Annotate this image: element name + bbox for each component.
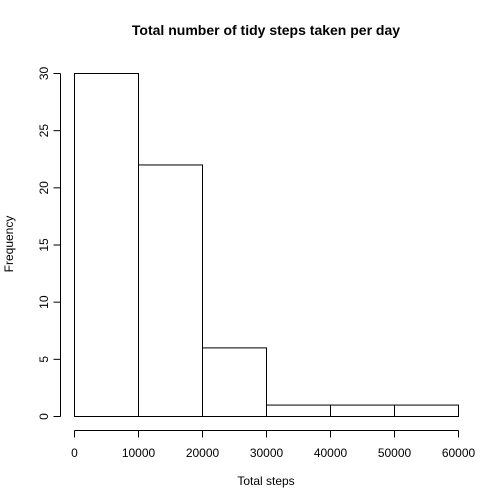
x-axis-label: Total steps <box>237 474 294 488</box>
y-axis: 0 5 10 15 20 25 30 <box>37 67 61 420</box>
bars-group <box>74 73 459 418</box>
y-axis-label: Frequency <box>2 216 16 273</box>
histogram-bar-1 <box>74 73 139 417</box>
histogram-bar-5 <box>330 404 395 418</box>
y-tick-label: 10 <box>37 295 51 309</box>
x-tick-label: 60000 <box>442 446 476 460</box>
x-axis: 0 10000 20000 30000 40000 50000 60000 <box>71 430 476 460</box>
y-tick-label: 0 <box>37 413 51 420</box>
x-tick-label: 0 <box>71 446 78 460</box>
x-tick-label: 50000 <box>378 446 412 460</box>
y-tick-label: 30 <box>37 67 51 81</box>
histogram-bar-4 <box>266 404 331 418</box>
histogram-bar-3 <box>202 347 267 417</box>
y-tick-label: 5 <box>37 356 51 363</box>
y-tick-label: 20 <box>37 181 51 195</box>
x-tick-label: 20000 <box>186 446 220 460</box>
y-tick-label: 15 <box>37 238 51 252</box>
histogram-bar-2 <box>138 164 203 417</box>
x-tick-label: 40000 <box>314 446 348 460</box>
histogram-bar-6 <box>394 404 459 418</box>
x-tick-label: 30000 <box>250 446 284 460</box>
chart-title: Total number of tidy steps taken per day <box>132 22 400 38</box>
y-tick-label: 25 <box>37 124 51 138</box>
x-tick-label: 10000 <box>122 446 156 460</box>
